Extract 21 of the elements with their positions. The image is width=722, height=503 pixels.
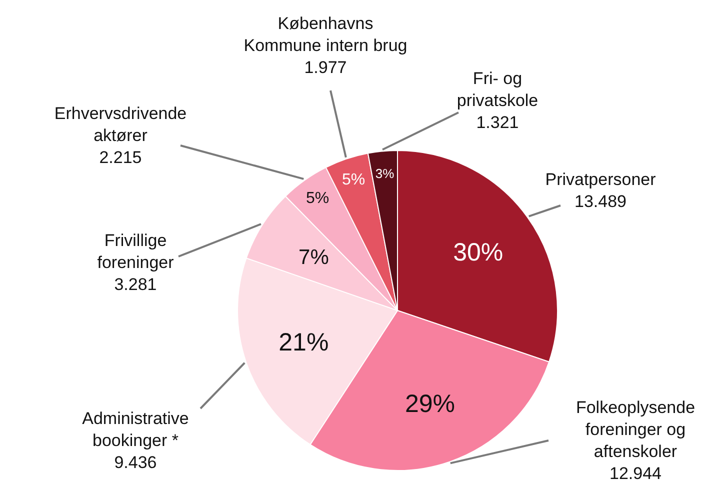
data-label: 1.977 [304, 58, 347, 77]
text: 5% [306, 190, 330, 207]
data-label: 3.281 [114, 274, 157, 294]
data-label: 13.489 [574, 192, 626, 211]
data-label: 9.436 [114, 452, 157, 472]
slice-label: Privatpersoner [545, 170, 656, 190]
text: 3% [375, 166, 395, 181]
text: 29% [404, 390, 455, 418]
slice-label: Fri- og privatskole [456, 69, 538, 110]
text: 5% [342, 172, 366, 189]
data-label: 1.321 [476, 112, 519, 132]
data-label: 2.215 [99, 148, 142, 167]
text: 21% [278, 328, 329, 357]
slice-label: Frivillige foreninger [97, 231, 174, 272]
slice-label: Folkeoplysende foreninger og aftenskoler [576, 398, 696, 461]
text: 7% [298, 246, 329, 269]
slice-label: Administrative bookinger * [82, 409, 189, 450]
slice-label: Erhvervsdrivende aktører [54, 104, 187, 145]
slice-label: Københavns Kommune intern brug [244, 14, 408, 55]
text: 30% [453, 238, 504, 267]
data-label: 12.944 [610, 464, 662, 483]
